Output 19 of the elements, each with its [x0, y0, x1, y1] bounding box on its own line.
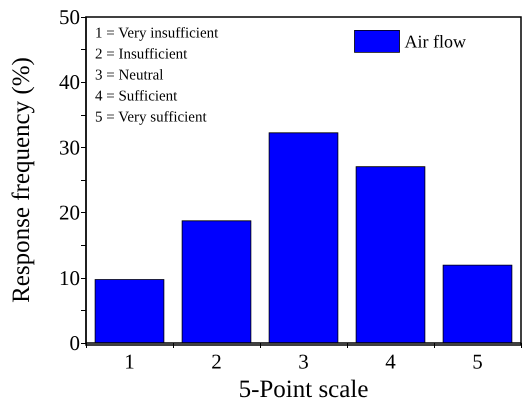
y-tick-label: 50 [59, 5, 80, 29]
x-tick-label: 4 [385, 350, 396, 374]
y-tick-label: 30 [59, 135, 80, 160]
annotation: 4 = Sufficient [95, 88, 178, 104]
y-tick-label: 20 [59, 200, 80, 225]
annotation: 1 = Very insufficient [95, 26, 220, 42]
x-tick-label: 2 [211, 350, 222, 374]
annotation: 2 = Insufficient [95, 46, 188, 62]
y-axis-title: Response frequency (%) [8, 57, 35, 303]
y-tick-label: 40 [59, 70, 80, 94]
annotation: 5 = Very sufficient [95, 110, 208, 126]
x-axis-title: 5-Point scale [238, 376, 368, 403]
x-tick-label: 1 [124, 350, 135, 374]
y-tick-label: 0 [70, 331, 80, 355]
y-tick-label: 10 [59, 266, 80, 290]
x-tick-label: 5 [472, 350, 483, 374]
legend-label: Air flow [404, 31, 466, 52]
x-tick-label: 3 [298, 350, 309, 374]
annotation: 3 = Neutral [95, 68, 164, 84]
